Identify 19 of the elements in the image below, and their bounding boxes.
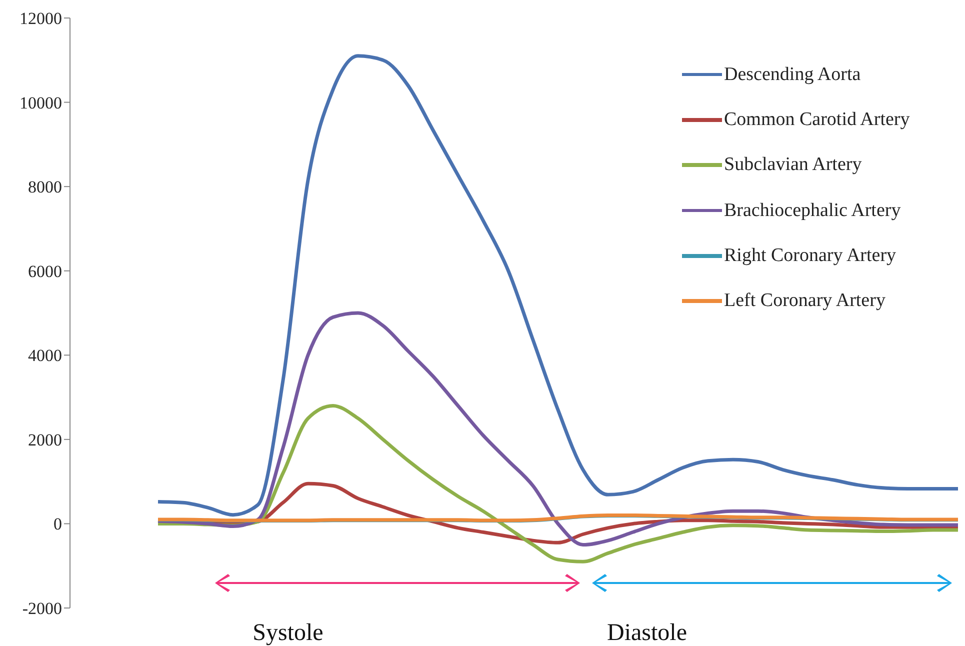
legend-label: Common Carotid Artery (724, 108, 910, 131)
y-tick-label: 8000 (28, 178, 62, 197)
text: Diastole (607, 620, 687, 646)
y-tick-label: 0 (54, 514, 62, 534)
legend-label: Right Coronary Artery (724, 244, 896, 267)
y-tick-label: 12000 (20, 9, 62, 28)
legend-label: Subclavian Artery (724, 154, 862, 176)
y-tick-label: -2000 (22, 599, 62, 618)
y-tick-label: 4000 (28, 346, 62, 366)
legend-label: Left Coronary Artery (724, 290, 886, 312)
legend-label: Descending Aorta (724, 64, 861, 86)
legend-label: Brachiocephalic Artery (724, 200, 901, 222)
line-series (156, 54, 958, 517)
y-tick-label: 6000 (28, 262, 62, 281)
y-tick-label: 10000 (20, 93, 62, 112)
y-tick-label: 2000 (28, 430, 62, 450)
line-series (156, 404, 958, 564)
line-series (156, 311, 958, 547)
text: Systole (252, 620, 324, 646)
